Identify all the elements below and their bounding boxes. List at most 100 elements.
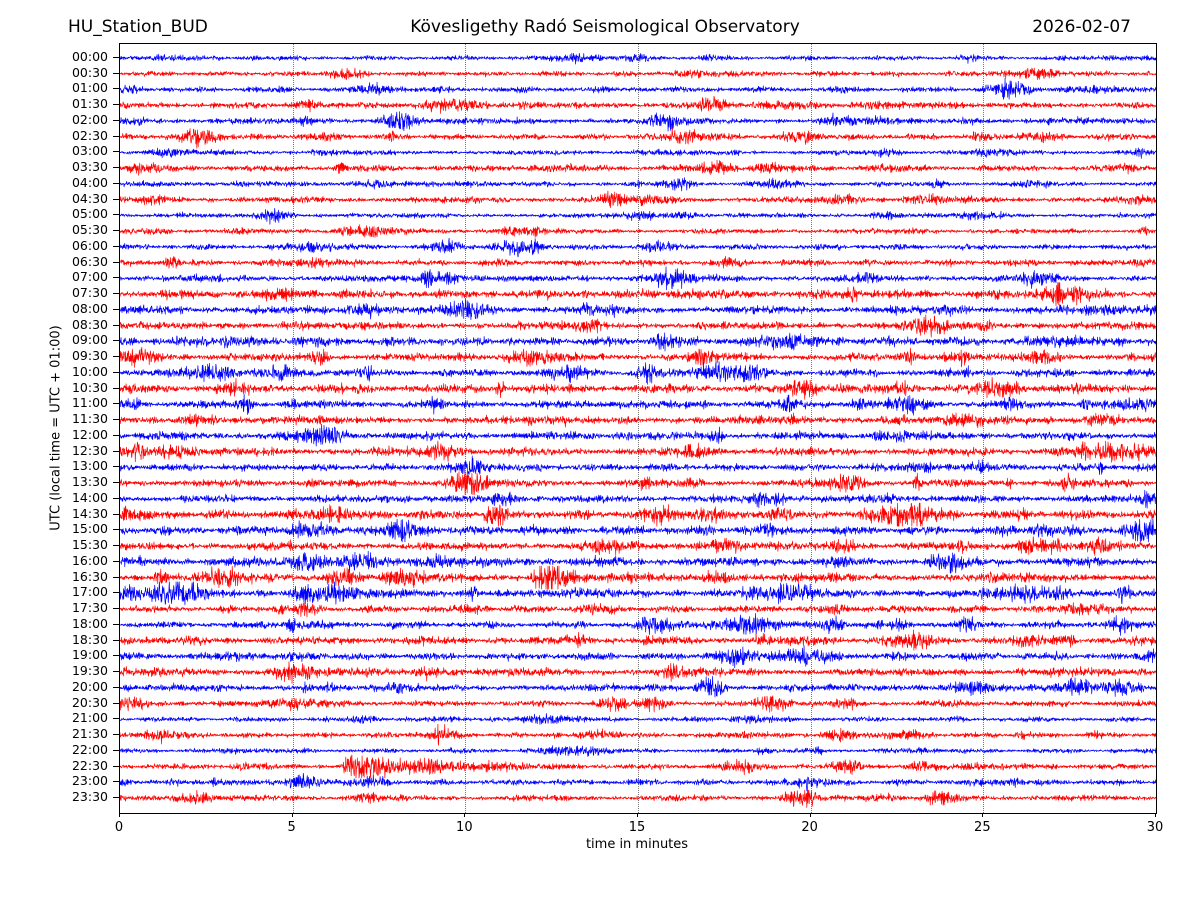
y-tick <box>113 466 119 468</box>
x-tick <box>637 813 638 817</box>
row-time-label: 01:30 <box>71 96 108 112</box>
y-tick <box>113 119 119 121</box>
row-time-label: 04:00 <box>71 174 108 190</box>
y-tick <box>113 387 119 389</box>
x-tick-label: 0 <box>114 820 124 835</box>
row-time-label: 10:30 <box>71 379 108 395</box>
row-time-label: 23:00 <box>71 773 108 789</box>
row-time-label: 12:30 <box>71 442 108 458</box>
row-time-label: 05:30 <box>71 222 108 238</box>
row-time-label: 03:30 <box>71 159 108 175</box>
row-time-label: 20:00 <box>71 678 108 694</box>
row-time-label: 15:30 <box>71 537 108 553</box>
row-time-label: 00:30 <box>71 64 108 80</box>
row-time-label: 08:30 <box>71 316 108 332</box>
row-time-label: 05:00 <box>71 206 108 222</box>
y-tick <box>113 182 119 184</box>
y-tick <box>113 167 119 169</box>
row-time-label: 22:00 <box>71 741 108 757</box>
x-tick <box>291 813 293 817</box>
y-tick <box>113 702 119 704</box>
x-tick-label: 10 <box>456 820 473 835</box>
row-time-label: 13:30 <box>71 474 108 490</box>
row-time-label: 16:00 <box>71 552 108 568</box>
x-tick-label: 20 <box>801 820 818 835</box>
y-tick <box>113 261 119 263</box>
y-tick <box>113 419 119 421</box>
y-tick <box>113 230 119 232</box>
y-tick <box>113 293 119 295</box>
y-tick <box>113 497 119 499</box>
y-tick <box>113 576 119 578</box>
x-tick-label: 30 <box>1146 820 1164 835</box>
y-tick <box>113 529 119 531</box>
row-time-label: 23:30 <box>71 789 108 804</box>
station-title: HU_Station_BUD <box>68 17 208 37</box>
y-tick <box>113 434 119 436</box>
y-tick <box>113 639 119 641</box>
row-time-label: 22:30 <box>71 757 108 773</box>
row-time-label: 01:00 <box>71 80 108 96</box>
row-time-label: 11:00 <box>71 395 108 411</box>
plot-area <box>119 43 1157 814</box>
y-tick <box>113 135 119 137</box>
y-tick <box>113 340 119 342</box>
row-time-label: 17:00 <box>71 584 108 600</box>
row-time-label: 07:30 <box>71 285 108 301</box>
y-tick <box>113 671 119 673</box>
y-tick <box>113 277 119 279</box>
y-tick <box>113 324 119 326</box>
x-tick-label: 5 <box>287 820 296 835</box>
y-tick <box>113 765 119 767</box>
y-tick <box>113 198 119 200</box>
row-time-label: 06:00 <box>71 237 108 253</box>
y-tick <box>113 545 119 547</box>
row-time-label: 03:00 <box>71 143 108 159</box>
y-tick <box>113 245 119 247</box>
x-tick-label: 15 <box>628 820 646 835</box>
seismogram-canvas <box>120 44 1156 813</box>
date-title: 2026-02-07 <box>1032 17 1131 37</box>
y-tick <box>113 592 119 594</box>
row-time-label: 09:00 <box>71 332 108 348</box>
row-time-label: 11:30 <box>71 411 108 427</box>
y-tick <box>113 623 119 625</box>
row-time-label: 16:30 <box>71 568 108 584</box>
row-time-label: 18:30 <box>71 631 108 647</box>
y-tick <box>113 88 119 90</box>
row-time-label: 13:00 <box>71 458 108 474</box>
x-tick-label: 25 <box>974 820 991 835</box>
row-time-label: 14:30 <box>71 505 108 521</box>
y-tick <box>113 403 119 405</box>
y-tick <box>113 72 119 74</box>
y-tick <box>113 560 119 562</box>
y-tick <box>113 781 119 783</box>
row-time-label: 10:00 <box>71 363 108 379</box>
y-tick <box>113 57 119 58</box>
y-tick <box>113 797 119 798</box>
row-time-label: 21:00 <box>71 710 108 726</box>
y-tick <box>113 214 119 216</box>
row-time-label: 19:30 <box>71 663 108 679</box>
row-time-label: 09:30 <box>71 348 108 364</box>
y-tick <box>113 749 119 751</box>
row-time-label: 00:00 <box>71 49 108 64</box>
y-tick <box>113 151 119 153</box>
y-tick <box>113 356 119 358</box>
x-tick <box>119 813 120 817</box>
row-time-label: 06:30 <box>71 253 108 269</box>
x-tick <box>982 813 984 817</box>
row-time-label: 02:00 <box>71 111 108 127</box>
row-time-label: 04:30 <box>71 190 108 206</box>
y-tick <box>113 308 119 310</box>
y-tick <box>113 371 119 373</box>
y-tick <box>113 655 119 657</box>
y-tick <box>113 513 119 515</box>
row-time-label: 21:30 <box>71 726 108 742</box>
row-time-label: 15:00 <box>71 521 108 537</box>
row-time-label: 08:00 <box>71 300 108 316</box>
row-time-label: 18:00 <box>71 615 108 631</box>
row-time-label: 17:30 <box>71 600 108 616</box>
row-time-label: 14:00 <box>71 489 108 505</box>
